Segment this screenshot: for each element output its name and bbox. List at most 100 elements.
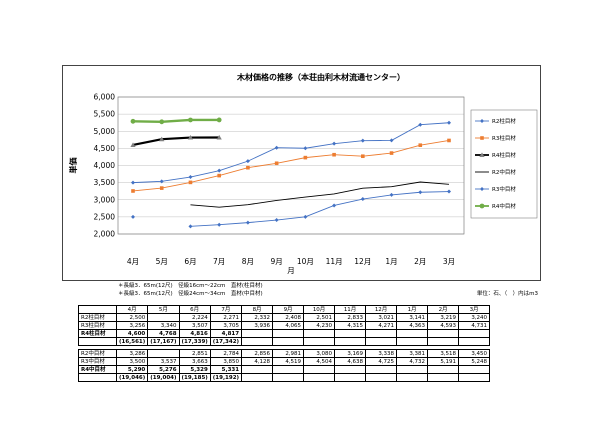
table-cell: 4,725 (365, 357, 398, 366)
table-cell (272, 337, 305, 346)
data-point (216, 117, 222, 123)
data-point (131, 214, 135, 219)
table-row: (16,561) (17,167) (17,339) (17,342) (78, 337, 491, 346)
data-point (447, 138, 451, 143)
table-cell: 4,731 (458, 321, 491, 330)
month-header: 11月 (334, 305, 367, 314)
x-tick-label: 2月 (414, 257, 426, 266)
row-label: R4中目材 (78, 365, 117, 374)
data-point (418, 143, 423, 147)
data-point (159, 179, 164, 184)
data-point (274, 145, 279, 150)
table-cell: 4,504 (303, 357, 336, 366)
table-cell (427, 329, 460, 338)
series-line (132, 118, 220, 123)
table-cell: 2,981 (272, 349, 305, 358)
data-point (246, 165, 250, 170)
table-cell: 3,663 (178, 357, 211, 366)
table-row: R3中目材 3,500 3,537 3,663 3,850 4,128 4,519 4,504… (78, 357, 491, 366)
table-cell (458, 329, 491, 338)
table-cell: 3,936 (241, 321, 274, 330)
x-tick-label: 12月 (354, 257, 371, 266)
data-point (188, 224, 193, 229)
table-header-row: 4月 5月 6月 7月 8月 9月 10月 11月 12月 1月 2月 3月 (78, 305, 491, 314)
note-line-1: ＊長級3．65m(12尺) 径級16cm～22cm 直材(柱目材) (118, 283, 263, 289)
table-cell (272, 365, 305, 374)
table-cell: 3,169 (334, 349, 367, 358)
series-line (132, 140, 450, 192)
month-header: 1月 (396, 305, 429, 314)
data-point (480, 136, 484, 140)
table-cell (334, 329, 367, 338)
data-point (389, 192, 394, 197)
x-tick-label: 3月 (443, 257, 455, 266)
x-tick-label: 7月 (213, 257, 225, 266)
data-point (159, 186, 164, 190)
table-cell: (16,561) (115, 337, 149, 346)
table-cell (241, 365, 274, 374)
legend-label: R4柱目材 (492, 151, 516, 159)
data-point (332, 203, 337, 208)
table-cell: 3,705 (209, 321, 243, 330)
data-point (303, 146, 308, 151)
table-cell: 5,290 (115, 365, 149, 374)
table-cell (365, 365, 398, 374)
data-point (188, 180, 193, 185)
data-point (479, 152, 485, 157)
table-cell: 4,768 (147, 329, 180, 338)
data-point (447, 120, 451, 125)
row-label: R2中目材 (78, 349, 117, 358)
row-label: R4柱目材 (78, 329, 117, 338)
data-point (188, 117, 193, 123)
y-tick-label: 4,000 (94, 161, 116, 170)
table-cell: 3,340 (147, 321, 180, 330)
legend-label: R2中目材 (492, 168, 516, 176)
x-tick-label: 8月 (242, 257, 254, 266)
line-chart: 木材価格の推移（本荘由利木材流通センター） 2,000 2,500 3,000 3,50… (68, 72, 538, 275)
table-row: (19,046) (19,004) (19,185) (19,192) (78, 373, 491, 382)
table-row: R2柱目材 2,500 2,224 2,271 2,332 2,408 2,501 2,833… (78, 313, 491, 322)
y-tick-label: 3,000 (94, 195, 116, 204)
header-corner (78, 305, 117, 314)
table-cell: 2,408 (272, 313, 305, 322)
y-tick-label: 3,500 (94, 178, 116, 187)
table-cell: 5,248 (458, 357, 491, 366)
data-point (130, 118, 136, 124)
data-point (159, 136, 165, 142)
data-point (332, 141, 337, 146)
table-cell: (19,046) (115, 373, 149, 382)
data-point (217, 168, 222, 173)
y-tick-label: 5,500 (94, 110, 116, 119)
table-cell (303, 373, 336, 382)
table-cell: 3,141 (396, 313, 429, 322)
table-cell: 5,191 (427, 357, 460, 366)
table-cell: 4,732 (396, 357, 429, 366)
series-line (132, 136, 220, 147)
note-line-2: ＊長級3．65m(12尺) 径級24cm～34cm 直材(中目材) (118, 290, 263, 297)
y-tick-label: 2,500 (94, 212, 116, 221)
table-cell: 5,276 (147, 365, 180, 374)
data-point (245, 159, 250, 164)
table-cell: 3,500 (115, 357, 149, 366)
table-cell (427, 373, 460, 382)
chart-title: 木材価格の推移（本荘由利木材流通センター） (236, 72, 405, 82)
table-cell: 4,065 (272, 321, 305, 330)
table-cell (396, 373, 429, 382)
table-cell (334, 365, 367, 374)
table-cell (147, 313, 180, 322)
data-point (216, 134, 222, 140)
legend-label: R2柱目材 (492, 117, 516, 125)
table-cell: 4,600 (115, 329, 149, 338)
table-cell (334, 373, 367, 382)
row-label (78, 373, 117, 382)
table-cell (365, 337, 398, 346)
table-cell: 4,816 (178, 329, 211, 338)
data-point (418, 190, 423, 195)
chart-frame: 木材価格の推移（本荘由利木材流通センター） 2,000 2,500 3,000 3,50… (62, 65, 541, 281)
table-cell: 3,021 (365, 313, 398, 322)
data-point (389, 138, 394, 143)
table-cell (241, 373, 274, 382)
y-tick-label: 6,000 (94, 93, 116, 102)
data-point (131, 189, 135, 193)
series-line (190, 181, 450, 208)
